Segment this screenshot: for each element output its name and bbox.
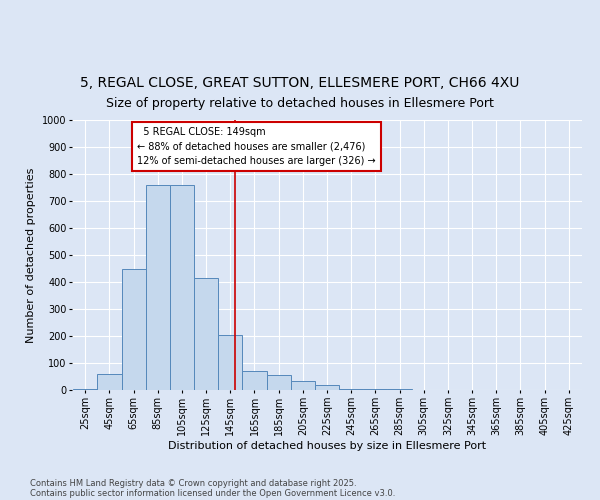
Bar	[242, 371, 266, 390]
Text: 5 REGAL CLOSE: 149sqm
← 88% of detached houses are smaller (2,476)
12% of semi-d: 5 REGAL CLOSE: 149sqm ← 88% of detached …	[137, 126, 376, 166]
Bar	[266, 375, 291, 390]
Text: Contains HM Land Registry data © Crown copyright and database right 2025.: Contains HM Land Registry data © Crown c…	[30, 478, 356, 488]
Text: Size of property relative to detached houses in Ellesmere Port: Size of property relative to detached ho…	[106, 97, 494, 110]
Bar	[73, 388, 97, 390]
Bar	[194, 278, 218, 390]
Bar	[170, 185, 194, 390]
Bar	[97, 374, 122, 390]
Bar	[315, 384, 339, 390]
Bar	[388, 388, 412, 390]
Text: Contains public sector information licensed under the Open Government Licence v3: Contains public sector information licen…	[30, 488, 395, 498]
X-axis label: Distribution of detached houses by size in Ellesmere Port: Distribution of detached houses by size …	[168, 440, 486, 450]
Bar	[291, 380, 315, 390]
Bar	[339, 388, 363, 390]
Bar	[122, 268, 146, 390]
Y-axis label: Number of detached properties: Number of detached properties	[26, 168, 37, 342]
Bar	[218, 334, 242, 390]
Bar	[363, 388, 388, 390]
Bar	[146, 185, 170, 390]
Text: 5, REGAL CLOSE, GREAT SUTTON, ELLESMERE PORT, CH66 4XU: 5, REGAL CLOSE, GREAT SUTTON, ELLESMERE …	[80, 76, 520, 90]
